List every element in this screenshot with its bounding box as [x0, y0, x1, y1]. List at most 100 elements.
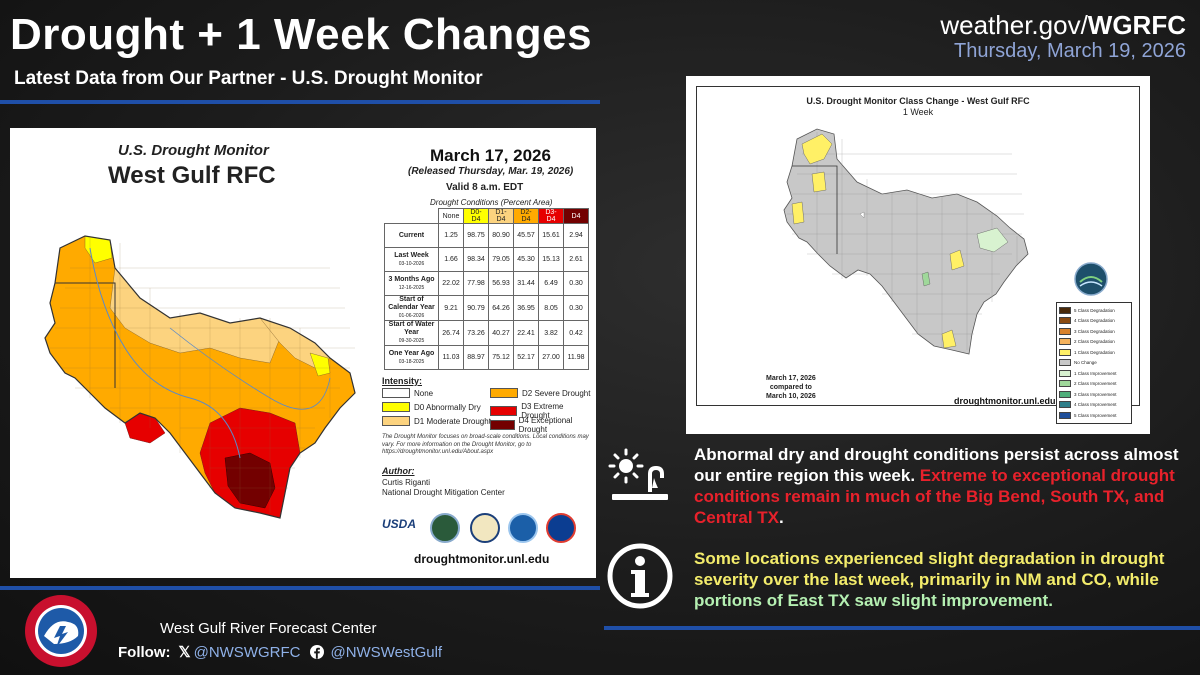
rfc-boundary: [44, 235, 356, 519]
x-handle[interactable]: @NWSWGRFC: [193, 643, 301, 661]
cc-label: 1 Class Improvement: [1074, 370, 1117, 376]
compare-previous: March 10, 2026: [766, 393, 816, 400]
dm-title: U.S. Drought Monitor: [118, 142, 269, 159]
footer-stripe-left: [0, 586, 600, 590]
table-cell: 6.49: [538, 271, 564, 296]
center-name: West Gulf River Forecast Center: [160, 620, 377, 637]
drought-map: [44, 235, 356, 519]
dm-region: West Gulf RFC: [108, 162, 276, 189]
cc-swatch: [1059, 411, 1071, 419]
legend-label: D4 Exceptional Drought: [518, 416, 573, 434]
facebook-icon: [310, 645, 325, 659]
cc-legend-item: 2 Class Degradation: [1059, 337, 1129, 348]
table-cell: 22.41: [513, 320, 539, 346]
county-grid: [787, 132, 1024, 350]
table-cell: 75.12: [488, 345, 514, 370]
summary-extreme-text: Extreme to exceptional drought condition…: [694, 466, 1175, 527]
cc-legend-item: 3 Class Improvement: [1059, 389, 1129, 400]
table-cell: 45.30: [513, 247, 539, 272]
map-date: March 17, 2026: [430, 146, 551, 165]
legend-label: None: [414, 388, 434, 398]
site-link[interactable]: weather.gov/WGRFC: [940, 10, 1186, 41]
row-label: 3 Months Ago 12-16-2025: [384, 271, 439, 296]
table-cell: 1.25: [438, 223, 464, 248]
cc-legend-item: 4 Class Degradation: [1059, 316, 1129, 327]
row-date: 01-06-2026: [398, 313, 425, 319]
dm-url[interactable]: droughtmonitor.unl.edu: [414, 552, 550, 566]
degradation-co: [801, 133, 833, 165]
river: [89, 247, 241, 459]
site-prefix: weather.gov/: [940, 10, 1088, 40]
degradation-nm: [811, 171, 827, 193]
legend-swatch: [382, 416, 410, 426]
county-lines: [50, 238, 355, 513]
compare-current: March 17, 2026: [766, 375, 816, 382]
summary-period: .: [779, 508, 784, 527]
cc-legend-item: 5 Class Degradation: [1059, 305, 1129, 316]
legend-item: None: [382, 388, 433, 398]
drought-sun-icon: [608, 448, 668, 500]
cc-label: 5 Class Improvement: [1074, 412, 1117, 418]
cc-swatch: [1059, 327, 1071, 335]
page-title: Drought + 1 Week Changes: [10, 10, 593, 59]
table-cell: 2.94: [563, 223, 589, 248]
table-cell: 15.13: [538, 247, 564, 272]
improvement-2class: [921, 271, 931, 287]
table-row: One Year Ago 03-18-2025 11.03 88.97 75.12 52.…: [384, 345, 589, 370]
class-change-panel: U.S. Drought Monitor Class Change - West…: [686, 76, 1150, 434]
table-row: 3 Months Ago 12-16-2025 22.02 77.98 56.93 31.…: [384, 271, 589, 296]
noaa-logo: [508, 513, 538, 543]
drought-monitor-panel: U.S. Drought Monitor West Gulf RFC March…: [10, 128, 596, 578]
table-row: Start of Water Year 09-30-2025 26.74 73.26 4…: [384, 320, 589, 346]
table-cell: 22.02: [438, 271, 464, 296]
row-date: 03-18-2025: [398, 358, 425, 365]
legend-label: D1 Moderate Drought: [414, 416, 491, 426]
table-cell: 1.66: [438, 247, 464, 272]
release-date: (Released Thursday, Mar. 19, 2026): [408, 166, 574, 177]
cc-label: No Change: [1074, 360, 1097, 366]
cc-label: 2 Class Improvement: [1074, 381, 1117, 387]
x-icon: 𝕏: [178, 644, 191, 661]
col-d3: D3-D4: [538, 208, 564, 224]
table-cell: 79.05: [488, 247, 514, 272]
state-line: [55, 282, 116, 388]
state-line: [792, 165, 838, 254]
degradation-south: [941, 329, 957, 349]
legend-item: D0 Abnormally Dry: [382, 402, 481, 412]
class-change-map: [783, 128, 1029, 355]
drought-table-body: Current 1.25 98.75 80.90 45.57 15.61 2.94 Last …: [384, 223, 589, 370]
river-2: [169, 327, 331, 410]
table-cell: 31.44: [513, 271, 539, 296]
summary-persist-text: Abnormal dry and drought conditions pers…: [694, 445, 1179, 485]
table-cell: 27.00: [538, 345, 564, 370]
cc-swatch: [1059, 359, 1071, 367]
degradation-nm-west: [791, 201, 805, 225]
table-cell: 26.74: [438, 320, 464, 346]
cc-swatch: [1059, 338, 1071, 346]
legend-swatch: [490, 388, 518, 398]
facebook-handle[interactable]: @NWSWestGulf: [330, 643, 443, 661]
cc-swatch: [1059, 401, 1071, 409]
legend-item: D3 Extreme Drought: [490, 402, 592, 420]
table-cell: 64.26: [488, 295, 514, 321]
cc-swatch: [1059, 348, 1071, 356]
compare-text: compared to: [769, 384, 812, 391]
no-data-patch: [859, 211, 865, 219]
cc-swatch: [1059, 317, 1071, 325]
d2-region: [44, 235, 356, 519]
row-date: 12-16-2025: [398, 284, 425, 291]
ndmc-icon: [1074, 262, 1108, 296]
table-cell: 15.61: [538, 223, 564, 248]
cc-legend-item: 2 Class Improvement: [1059, 379, 1129, 390]
table-row: Last Week 03-10-2026 1.66 98.34 79.05 45.30 15…: [384, 247, 589, 272]
cc-label: 1 Class Degradation: [1074, 349, 1115, 355]
table-cell: 73.26: [463, 320, 489, 346]
table-cell: 77.98: [463, 271, 489, 296]
table-cell: 9.21: [438, 295, 464, 321]
class-change-url[interactable]: droughtmonitor.unl.edu: [954, 396, 1056, 406]
drought-table: None D0-D4 D1-D4 D2-D4 D3-D4 D4 Current 1…: [384, 208, 589, 370]
table-cell: 11.03: [438, 345, 464, 370]
intensity-label: Intensity:: [382, 376, 423, 386]
table-cell: 0.30: [563, 295, 589, 321]
table-cell: 98.75: [463, 223, 489, 248]
